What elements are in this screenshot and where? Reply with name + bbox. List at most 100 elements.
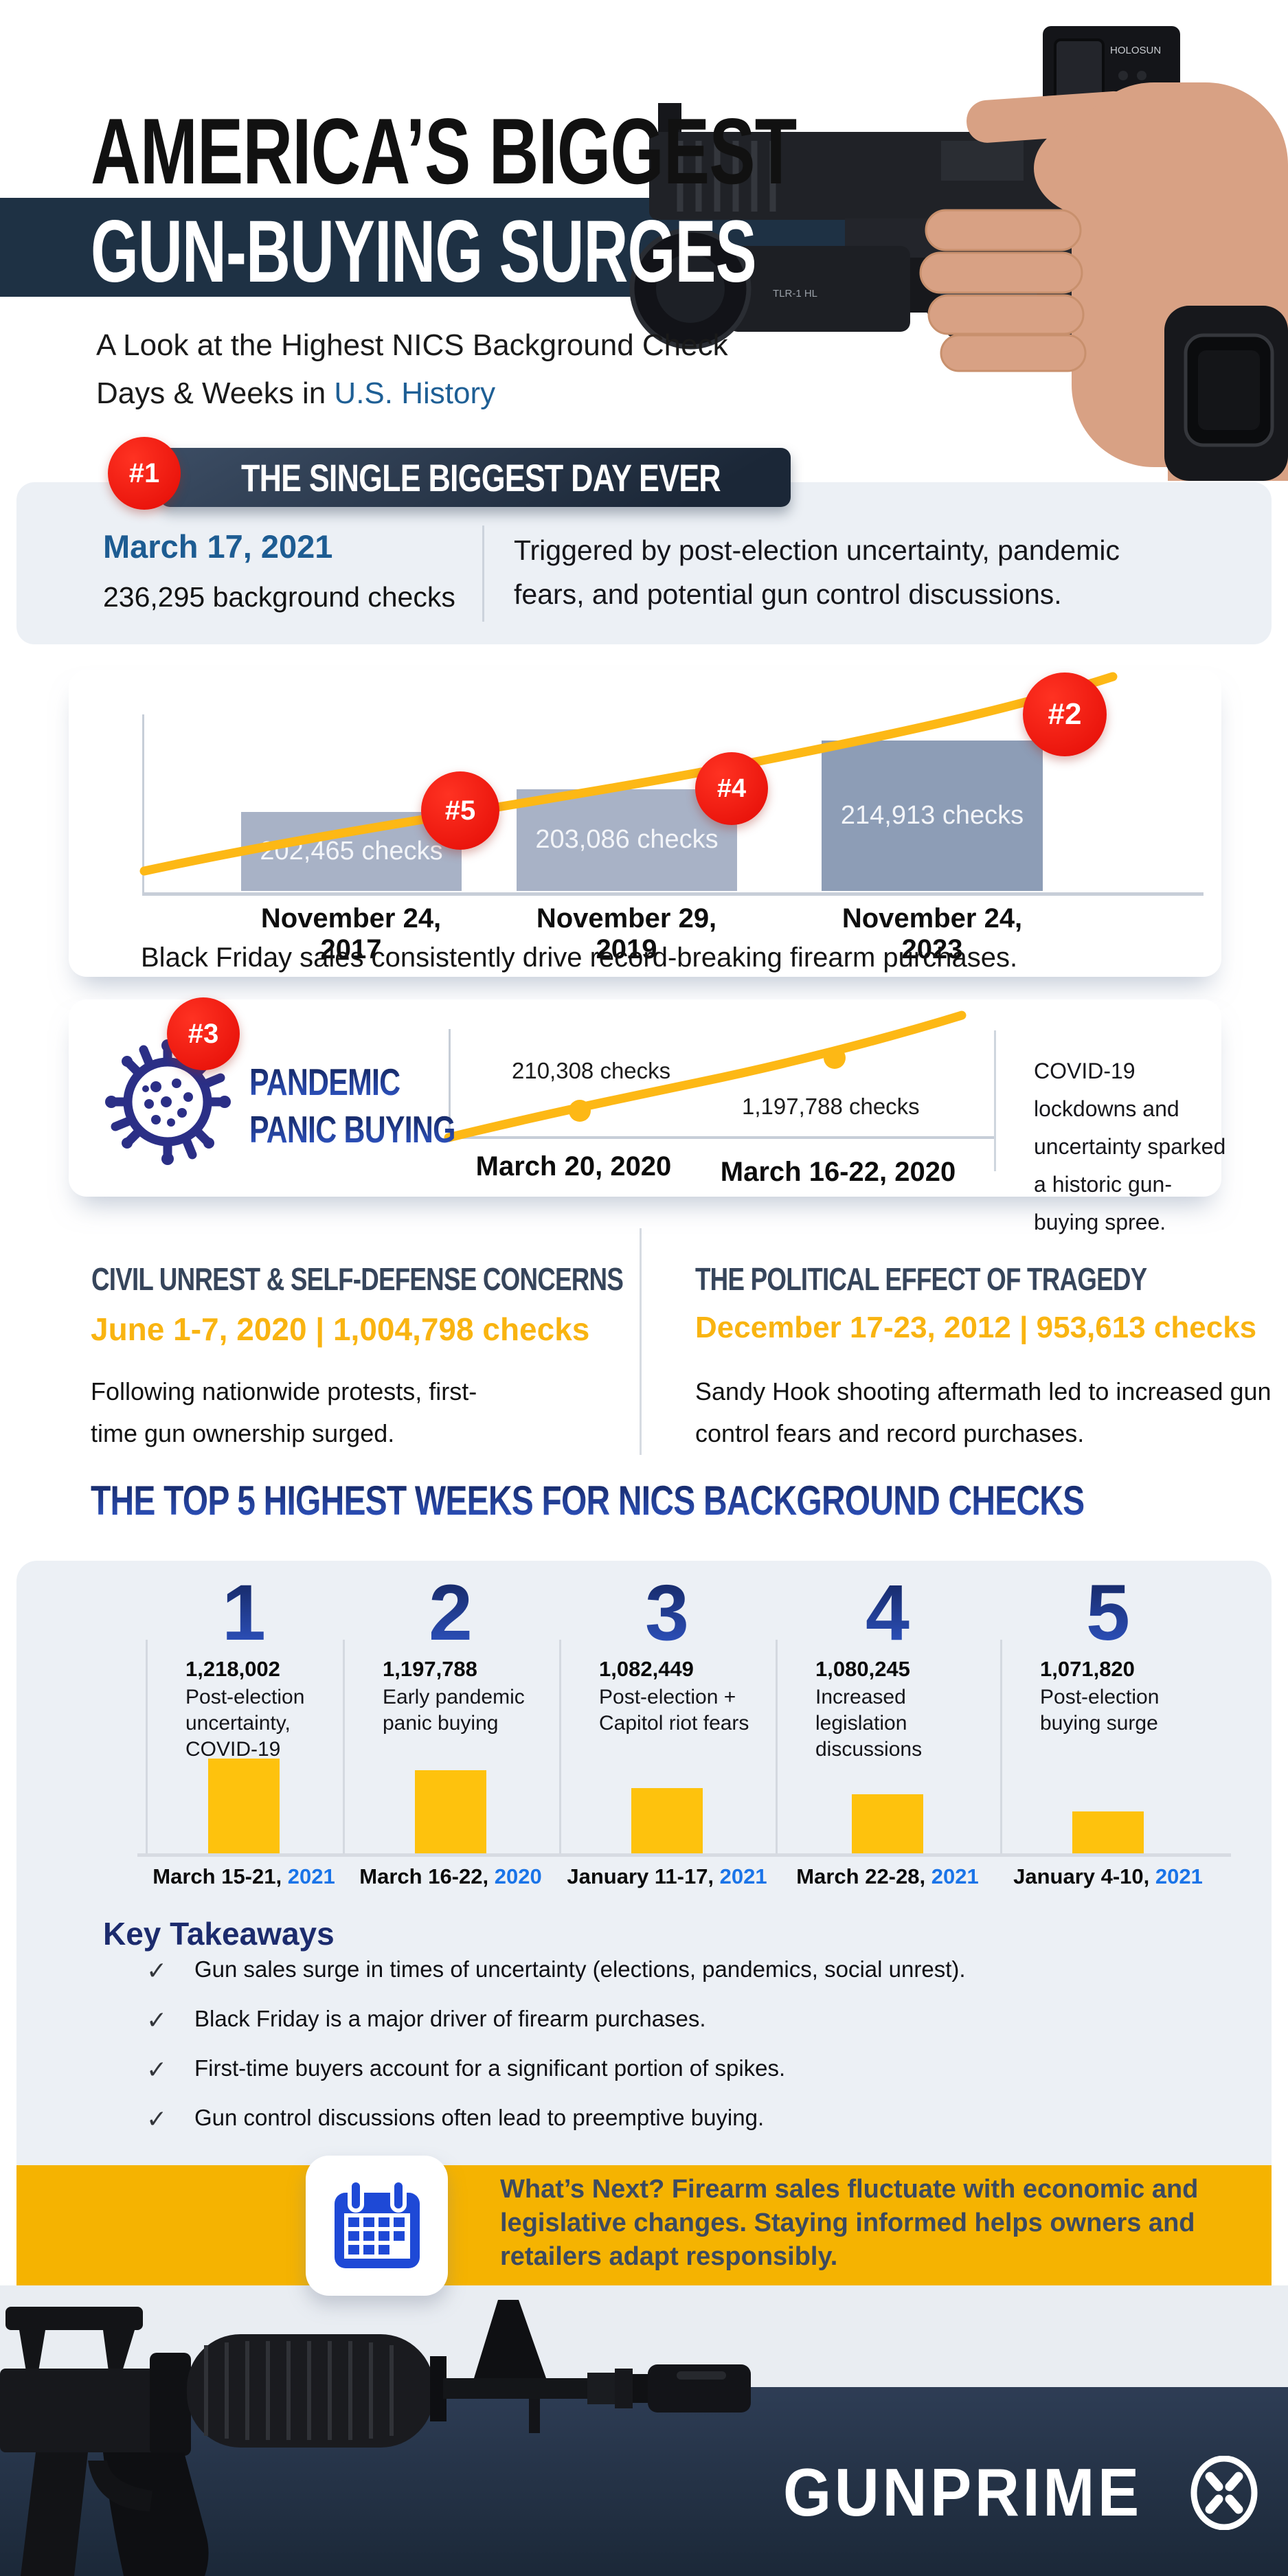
rank-badge-4: #4 [695,752,768,825]
page-title-line1: AMERICA’S BIGGEST [91,99,797,203]
rank-badge-2: #2 [1023,673,1107,756]
top5-separator [146,1640,148,1856]
check-icon: ✓ [146,1956,168,1985]
event2-description: Sandy Hook shooting aftermath led to inc… [695,1377,1272,1448]
top5-separator [559,1640,561,1856]
data-point-march-20 [569,1100,591,1122]
bf-plot: 202,465 checks 203,086 checks 214,913 ch… [142,714,1204,894]
pandemic-title-line2: PANIC BUYING [249,1108,455,1151]
front-sight [658,103,681,134]
top5-desc-5: Post-election buying surge [1040,1686,1160,1735]
events-divider [640,1228,642,1455]
calendar-icon [334,2178,420,2268]
pandemic-title-line1: PANDEMIC [249,1061,400,1103]
whats-next-text: What’s Next? Firearm sales fluctuate wit… [500,2175,1199,2271]
pistol-hand-photo: HOLOSUN TLR-1 HL [629,26,1288,481]
top5-rank-4: 4 [866,1569,909,1657]
rank-badge-3: #3 [167,997,240,1070]
event1-title: CIVIL UNREST & SELF-DEFENSE CONCERNS [91,1261,624,1297]
check-icon: ✓ [146,2055,168,2083]
brand-name: GUNPRIME [783,2454,1142,2530]
whats-next-band [16,2165,1272,2285]
top5-bar-3 [631,1787,703,1853]
top5-date-4: March 22-28, 2021 [796,1864,979,1888]
pandemic-x-axis [449,1136,995,1139]
top5-separator [343,1640,345,1856]
check-icon: ✓ [146,2105,168,2133]
top5-desc-3: Post-election + Capitol riot fears [599,1686,749,1735]
section1-date: March 17, 2021 [103,528,333,565]
top5-desc-1: Post-election uncertainty, COVID-19 [185,1686,305,1761]
bf-date-2023: November 24, 2023 [841,903,1023,964]
pandemic-point2-value: 1,197,788 checks [742,1094,920,1119]
bf-date-2017: November 24, 2017 [260,903,442,964]
weapon-light [728,246,910,332]
crosshair-x-icon [1190,2455,1258,2530]
event2-title: THE POLITICAL EFFECT OF TRAGEDY [695,1261,1147,1297]
subtitle-highlight: U.S. History [334,376,496,411]
section1-card [16,482,1272,644]
section1-banner: THE SINGLE BIGGEST DAY EVER [160,448,791,507]
pandemic-date1: March 20, 2020 [475,1151,672,1182]
takeaway-item-1: Gun sales surge in times of uncertainty … [194,1956,966,1982]
top5-x-axis [137,1853,1231,1857]
pandemic-divider [994,1030,996,1171]
check-icon: ✓ [146,2006,168,2034]
top5-rank-3: 3 [645,1569,689,1657]
brand-logo: GUNPRIME [783,2454,1261,2531]
top5-date-2: March 16-22, 2020 [359,1864,542,1888]
bf-date-2019: November 29, 2019 [536,903,717,964]
top5-title: THE TOP 5 HIGHEST WEEKS FOR NICS BACKGRO… [91,1478,1085,1524]
pandemic-description: COVID-19 lockdowns and uncertainty spark… [1034,1059,1226,1235]
pandemic-date2: March 16-22, 2020 [720,1157,956,1187]
flashlight-brand-label: TLR-1 HL [773,288,817,300]
pandemic-point1-value: 210,308 checks [512,1058,671,1083]
top5-card [16,1561,1272,2285]
pandemic-line-chart [444,1010,967,1142]
top5-desc-4: Increased legislation discussions [815,1686,923,1761]
pandemic-y-axis [449,1029,451,1139]
bf-caption: Black Friday sales consistently drive re… [141,942,1018,973]
event1-description: Following nationwide protests, first-tim… [91,1377,477,1448]
top5-separator [1000,1640,1002,1856]
top5-rank-1: 1 [222,1569,266,1657]
top5-value-4: 1,080,245 [815,1657,910,1681]
top5-separator [776,1640,778,1856]
bf-y-axis [142,714,144,894]
top5-date-3: January 11-17, 2021 [567,1864,767,1888]
virus-icon [105,1039,231,1165]
bf-bar-2019: 203,086 checks [517,789,737,891]
top5-value-3: 1,082,449 [599,1657,694,1681]
top5-date-1: March 15-21, 2021 [152,1864,335,1888]
top5-date-5: January 4-10, 2021 [1013,1864,1203,1888]
bf-x-axis [142,892,1204,896]
ejection-port [941,141,1024,181]
top5-desc-2: Early pandemic panic buying [383,1686,525,1735]
key-takeaways-title: Key Takeaways [103,1916,335,1952]
top5-value-1: 1,218,002 [185,1657,280,1681]
top5-value-2: 1,197,788 [383,1657,477,1681]
section1-stat: 236,295 background checks [103,581,455,613]
top5-bar-2 [415,1770,486,1853]
takeaway-item-2: Black Friday is a major driver of firear… [194,2006,706,2031]
top5-rank-2: 2 [429,1569,473,1657]
top5-bar-5 [1072,1811,1144,1853]
top5-value-5: 1,071,820 [1040,1657,1135,1681]
rifle-photo [0,2300,751,2576]
page-subtitle: A Look at the Highest NICS Background Ch… [96,328,728,411]
rank-badge-5: #5 [421,771,499,850]
takeaway-item-4: Gun control discussions often lead to pr… [194,2105,765,2130]
event2-stat: December 17-23, 2012 | 953,613 checks [695,1311,1257,1344]
takeaway-item-3: First-time buyers account for a signific… [194,2055,786,2081]
event1-stat: June 1-7, 2020 | 1,004,798 checks [91,1311,590,1347]
sight-brand-label: HOLOSUN [1110,45,1161,56]
calendar-tile [306,2156,448,2296]
bf-bar-2023: 214,913 checks [822,741,1043,891]
data-point-week [824,1047,846,1069]
wrist-watch [1164,306,1288,481]
top5-bar-4 [852,1794,923,1853]
top5-bar-1 [208,1759,280,1853]
page-title-line2: GUN-BUYING SURGES [91,203,757,301]
section1-description: Triggered by post-election uncertainty, … [514,534,1120,610]
